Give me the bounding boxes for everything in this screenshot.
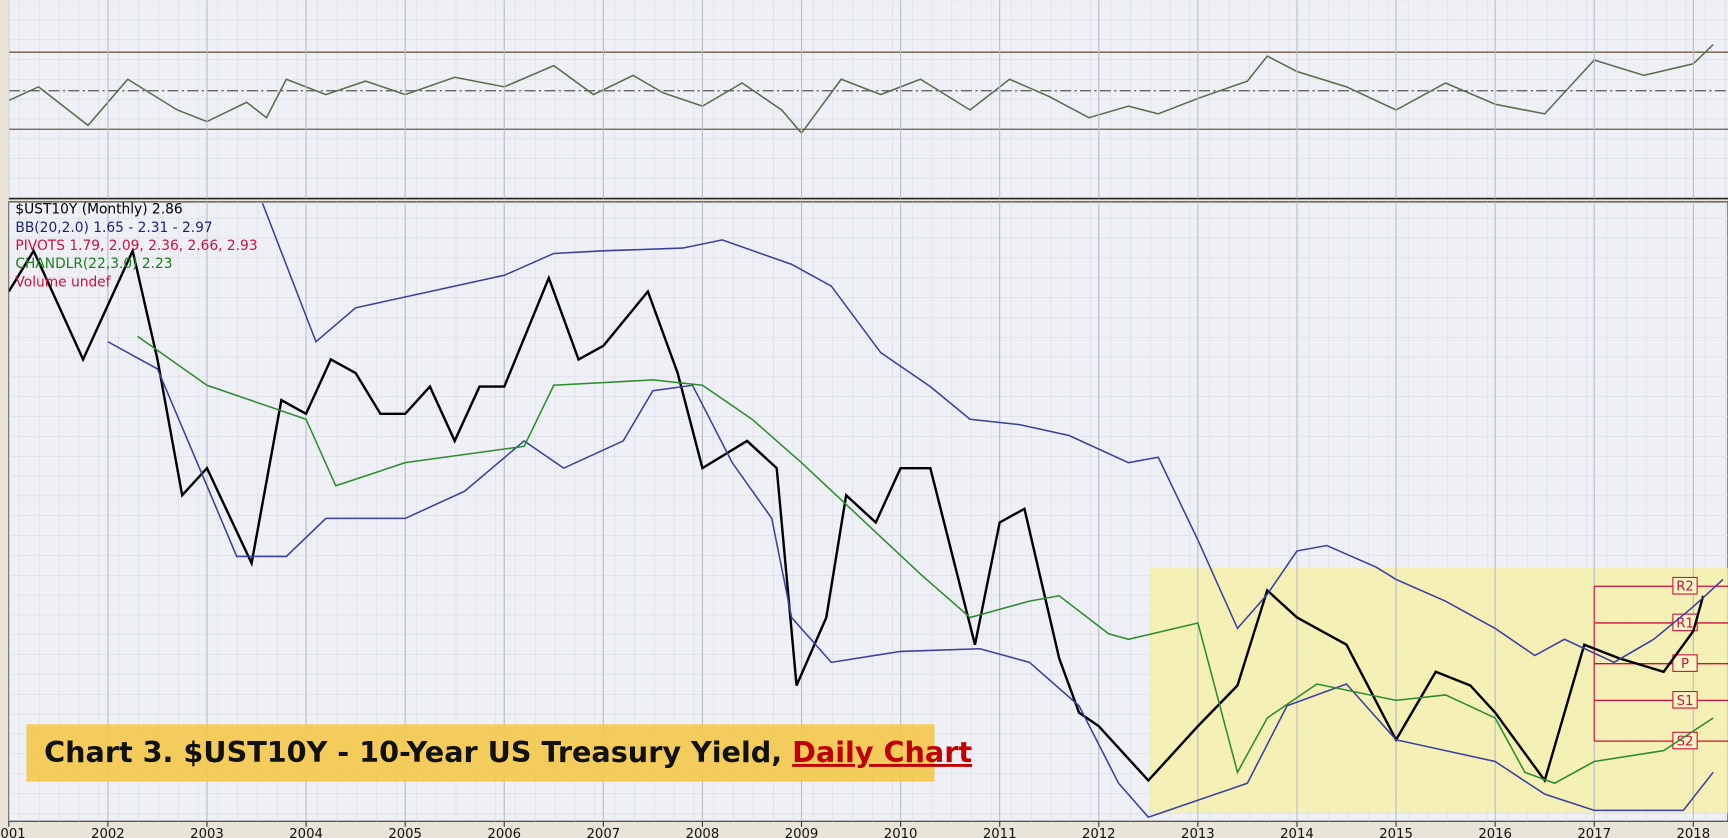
highlight-region [1149,567,1728,813]
x-tick-label: 2006 [487,827,521,838]
pivot-label: R1 [1676,616,1694,631]
x-tick-label: 2005 [388,827,422,838]
x-tick-label: 2011 [983,827,1017,838]
pivot-tag [1672,654,1698,672]
pivot-label: R2 [1676,580,1694,595]
caption-text: Chart 3. $UST10Y - 10-Year US Treasury Y… [44,735,782,769]
price-line [8,247,1705,784]
price-layer: R2 R1 P S1 S2 [8,201,1728,822]
pivot-tag [1672,576,1698,595]
legend: $UST10Y (Monthly) 2.86 BB(20,2.0) 1.65 - … [15,202,257,291]
x-tick-label: 2016 [1478,827,1512,838]
indicator-line [107,341,1714,819]
rsi-line [8,43,1714,135]
x-tick-label: 2012 [1082,827,1116,838]
x-tick-label: 2008 [686,827,720,838]
caption-box [26,724,935,782]
indicator-line [137,335,1714,785]
x-tick-label: 2007 [587,827,621,838]
x-tick-label: 2004 [289,827,323,838]
legend-entry: BB(20,2.0) 1.65 - 2.31 - 2.97 [15,220,212,236]
pivot-tag [1672,731,1698,750]
pivot-tag [1672,690,1698,709]
x-tick-label: 2014 [1280,827,1314,838]
caption-link[interactable]: Daily Chart [792,735,972,769]
legend-entry: Volume undef [15,274,111,290]
pivot-label: S2 [1677,735,1694,750]
x-tick-label: 2018 [1676,827,1710,838]
rsi-grid [8,0,1728,199]
x-tick-label: 2003 [190,827,224,838]
x-tick-label: 2010 [884,827,918,838]
x-tick-label: 2002 [91,827,125,838]
legend-entry: CHANDLR(22,3.0) 2.23 [15,256,172,272]
rsi-layer [8,0,1728,199]
caption: Chart 3. $UST10Y - 10-Year US Treasury Y… [44,735,972,769]
x-tick-label: 2013 [1181,827,1215,838]
legend-entry: $UST10Y (Monthly) 2.86 [15,202,182,218]
x-tick-label: 2017 [1577,827,1611,838]
legend-entry: PIVOTS 1.79, 2.09, 2.36, 2.66, 2.93 [15,238,257,254]
x-tick-label: 2009 [785,827,819,838]
pivot-label: S1 [1677,694,1694,709]
x-tick-label: 2015 [1379,827,1413,838]
indicator-line [261,202,1724,664]
pivot-label: P [1681,657,1689,672]
